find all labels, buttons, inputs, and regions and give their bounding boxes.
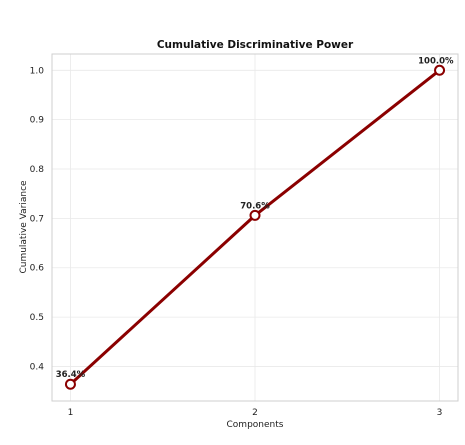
data-label: 70.6% bbox=[240, 201, 270, 211]
y-tick-label: 0.5 bbox=[30, 313, 44, 323]
y-axis-ticks: 0.4 0.5 0.6 0.7 0.8 0.9 1.0 bbox=[30, 66, 45, 372]
data-point bbox=[435, 66, 444, 75]
grid bbox=[52, 54, 458, 401]
x-axis-label: Components bbox=[227, 420, 284, 430]
y-tick-label: 0.4 bbox=[30, 362, 45, 372]
data-label: 36.4% bbox=[56, 370, 86, 380]
y-axis-label: Cumulative Variance bbox=[19, 180, 29, 274]
y-tick-label: 0.9 bbox=[30, 116, 45, 126]
x-axis-ticks: 1 2 3 bbox=[68, 408, 443, 418]
data-point bbox=[251, 211, 260, 220]
y-tick-label: 1.0 bbox=[30, 66, 45, 76]
data-label: 100.0% bbox=[418, 56, 454, 66]
y-tick-label: 0.8 bbox=[30, 165, 45, 175]
x-tick-label: 1 bbox=[68, 408, 74, 418]
y-tick-label: 0.6 bbox=[30, 264, 45, 274]
x-tick-label: 2 bbox=[252, 408, 258, 418]
chart-title: Cumulative Discriminative Power bbox=[157, 39, 354, 51]
x-tick-label: 3 bbox=[437, 408, 443, 418]
y-tick-label: 0.7 bbox=[30, 214, 44, 224]
data-point bbox=[66, 380, 75, 389]
